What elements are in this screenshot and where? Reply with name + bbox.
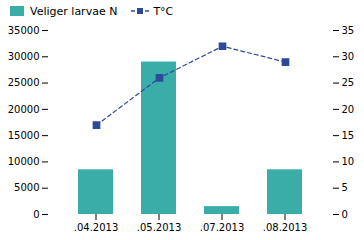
svg-text:.04.2013: .04.2013 xyxy=(74,222,119,233)
svg-text:30000: 30000 xyxy=(8,51,40,62)
svg-text:10: 10 xyxy=(342,156,355,167)
html-text:Veliger larvae N: Veliger larvae N xyxy=(30,4,118,18)
svg-text:5000: 5000 xyxy=(14,182,39,193)
svg-text:25: 25 xyxy=(342,77,355,88)
html-text:T°C: T°C xyxy=(153,4,174,18)
svg-text:20000: 20000 xyxy=(8,104,40,115)
svg-text:.05.2013: .05.2013 xyxy=(137,222,182,233)
svg-text:0: 0 xyxy=(342,209,348,220)
svg-text:30: 30 xyxy=(342,51,355,62)
svg-text:20: 20 xyxy=(342,104,355,115)
svg-text:15000: 15000 xyxy=(8,130,40,141)
svg-text:35000: 35000 xyxy=(8,25,40,36)
svg-text:25000: 25000 xyxy=(8,77,40,88)
svg-text:15: 15 xyxy=(342,130,355,141)
svg-text:10000: 10000 xyxy=(8,156,40,167)
svg-text:35: 35 xyxy=(342,25,355,36)
svg-text:5: 5 xyxy=(342,182,348,193)
svg-text:.08.2013: .08.2013 xyxy=(263,222,308,233)
svg-text:0: 0 xyxy=(33,209,39,220)
svg-text:.07.2013: .07.2013 xyxy=(200,222,245,233)
